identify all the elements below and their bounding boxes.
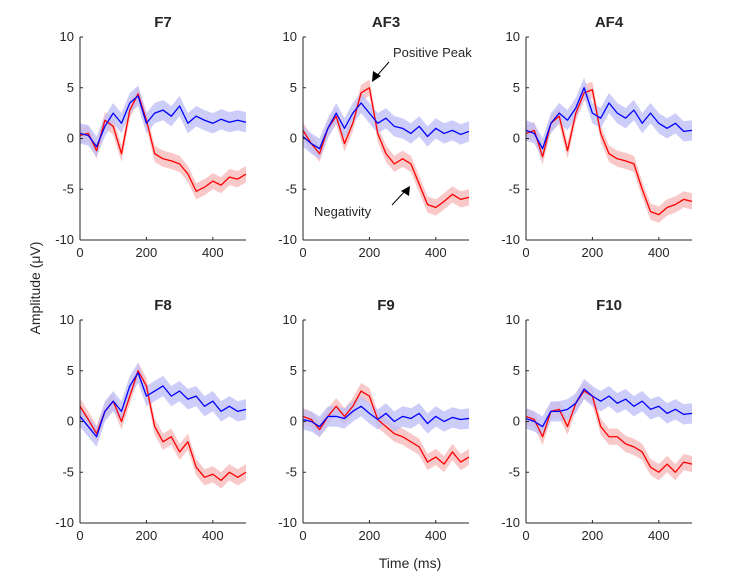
x-tick-label-f8: 200 — [136, 528, 158, 543]
panel-title-af4: AF4 — [595, 14, 624, 31]
y-tick-label-af4: 0 — [513, 131, 520, 146]
y-tick-label-f9: -5 — [285, 464, 297, 479]
band-blue-f9 — [303, 396, 469, 437]
x-tick-label-f8: 400 — [202, 528, 224, 543]
y-tick-label-f8: 10 — [60, 312, 74, 327]
positive-peak-label: Positive Peak — [393, 45, 472, 60]
x-tick-label-f7: 0 — [76, 245, 83, 260]
line-blue-f7 — [79, 95, 247, 148]
x-tick-label-af3: 400 — [425, 245, 447, 260]
band-red-f9 — [303, 382, 469, 473]
x-tick-label-f10: 400 — [648, 528, 670, 543]
y-tick-label-f10: -10 — [501, 515, 520, 530]
x-tick-label-f9: 400 — [425, 528, 447, 543]
x-tick-label-f9: 200 — [359, 528, 381, 543]
x-axis-label: Time (ms) — [379, 555, 441, 571]
y-tick-label-af3: 0 — [290, 131, 297, 146]
panel-title-f7: F7 — [154, 14, 172, 31]
y-tick-label-af4: 10 — [506, 29, 520, 44]
y-tick-label-f7: -10 — [55, 232, 74, 247]
x-tick-label-f8: 0 — [76, 528, 83, 543]
negativity-arrowhead — [401, 186, 410, 196]
y-tick-label-f8: -10 — [55, 515, 74, 530]
y-tick-label-f10: -5 — [508, 464, 520, 479]
band-blue-af3 — [303, 92, 469, 159]
y-tick-label-af3: 5 — [290, 80, 297, 95]
panel-title-f8: F8 — [154, 297, 172, 314]
y-tick-label-f9: 5 — [290, 363, 297, 378]
band-red-f8 — [80, 362, 246, 489]
line-blue-f8 — [79, 372, 247, 438]
y-tick-label-f9: -10 — [278, 515, 297, 530]
y-tick-label-f10: 10 — [506, 312, 520, 327]
line-blue-f9 — [302, 405, 470, 428]
y-tick-label-f9: 0 — [290, 414, 297, 429]
x-tick-label-f9: 0 — [299, 528, 306, 543]
line-blue-af3 — [302, 102, 470, 150]
band-red-f10 — [526, 382, 692, 481]
line-red-f9 — [302, 390, 470, 465]
panel-title-af3: AF3 — [372, 14, 400, 31]
y-tick-label-f7: 10 — [60, 29, 74, 44]
line-blue-f10 — [525, 388, 693, 428]
y-tick-label-af3: -5 — [285, 181, 297, 196]
x-tick-label-f7: 200 — [136, 245, 158, 260]
y-tick-label-f8: 0 — [67, 414, 74, 429]
line-blue-af4 — [525, 87, 693, 150]
positive-peak-arrowhead — [372, 71, 381, 82]
line-red-f10 — [525, 390, 693, 473]
y-tick-label-f7: 0 — [67, 131, 74, 146]
y-tick-label-af3: -10 — [278, 232, 297, 247]
y-tick-label-af4: 5 — [513, 80, 520, 95]
x-tick-label-af3: 200 — [359, 245, 381, 260]
band-red-af3 — [303, 79, 469, 216]
negativity-label: Negativity — [314, 204, 372, 219]
y-tick-label-f7: 5 — [67, 80, 74, 95]
positive-peak-annotation: Positive Peak — [372, 45, 472, 82]
negativity-annotation: Negativity — [314, 186, 410, 219]
y-tick-label-f9: 10 — [283, 312, 297, 327]
x-tick-label-af4: 400 — [648, 245, 670, 260]
x-tick-label-af4: 200 — [582, 245, 604, 260]
y-tick-label-af3: 10 — [283, 29, 297, 44]
y-axis-label: Amplitude (μV) — [27, 242, 43, 335]
band-blue-f10 — [526, 378, 692, 437]
x-tick-label-af3: 0 — [299, 245, 306, 260]
x-tick-label-af4: 0 — [522, 245, 529, 260]
band-blue-f8 — [80, 362, 246, 447]
y-tick-label-f8: 5 — [67, 363, 74, 378]
x-tick-label-f7: 400 — [202, 245, 224, 260]
y-tick-label-af4: -5 — [508, 181, 520, 196]
panel-title-f9: F9 — [377, 297, 395, 314]
y-tick-label-f10: 5 — [513, 363, 520, 378]
panel-title-f10: F10 — [596, 297, 622, 314]
y-tick-label-f8: -5 — [62, 464, 74, 479]
y-tick-label-f7: -5 — [62, 181, 74, 196]
x-tick-label-f10: 200 — [582, 528, 604, 543]
y-tick-label-f10: 0 — [513, 414, 520, 429]
y-tick-label-af4: -10 — [501, 232, 520, 247]
x-tick-label-f10: 0 — [522, 528, 529, 543]
